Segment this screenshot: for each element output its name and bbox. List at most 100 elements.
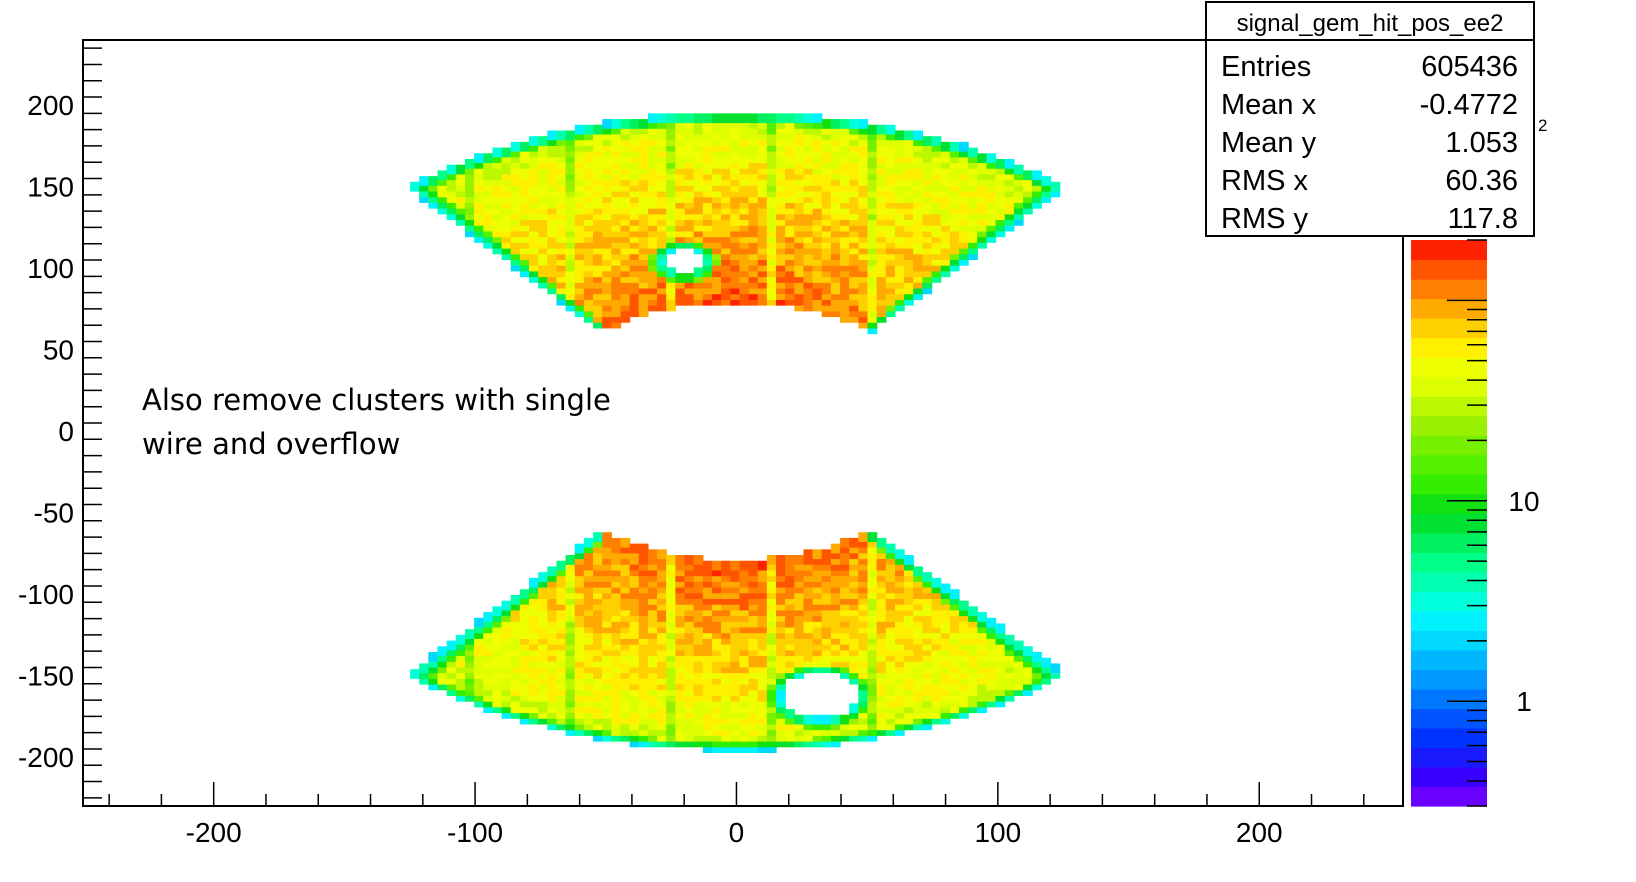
heatmap-cell [620,221,631,232]
heatmap-cell [922,141,933,152]
heatmap-cell [565,617,576,628]
heatmap-cell [657,290,667,300]
heatmap-cell [547,227,558,238]
heatmap-cell [858,709,869,719]
heatmap-cell [849,709,859,719]
heatmap-cell [611,669,622,679]
heatmap-cell [501,623,512,634]
heatmap-cell [849,244,859,255]
heatmap-cell [666,720,676,731]
heatmap-cell [922,686,933,696]
heatmap-cell [885,278,896,289]
heatmap-cell [547,583,558,594]
heatmap-cell [812,726,823,736]
heatmap-cell [428,669,439,679]
heatmap-cell [730,600,741,611]
heatmap-cell [684,181,695,192]
heatmap-cell [730,210,741,221]
heatmap-cell [538,261,548,272]
heatmap-cell [794,233,805,243]
heatmap-cell [538,680,548,691]
heatmap-cell [730,198,741,209]
heatmap-cell [602,726,612,736]
heatmap-cell [876,674,887,685]
heatmap-cell [858,617,869,628]
heatmap-cell [894,560,905,571]
heatmap-cell [593,204,603,215]
heatmap-cell [574,709,585,719]
heatmap-cell [876,204,887,215]
heatmap-cell [812,198,823,209]
heatmap-cell [629,606,640,617]
heatmap-cell [711,589,722,600]
heatmap-cell [849,600,859,611]
heatmap-cell [958,709,969,719]
heatmap-cell [913,623,924,634]
heatmap-cell [830,600,841,611]
heatmap-cell [464,181,475,192]
heatmap-cell [977,227,988,238]
heatmap-cell [812,176,823,186]
heatmap-cell [702,290,713,300]
heatmap-cell [766,691,777,702]
heatmap-cell [949,652,960,662]
heatmap-cell [858,634,869,645]
heatmap-cell [565,216,576,226]
heatmap-cell [657,714,667,725]
heatmap-cell [1023,674,1033,685]
heatmap-cell [995,210,1006,221]
heatmap-cell [821,141,832,152]
heatmap-cell [776,153,786,164]
heatmap-cell [474,663,484,674]
heatmap-cell [492,686,503,696]
heatmap-cell [510,227,521,238]
heatmap-cell [776,691,786,702]
heatmap-cell [757,136,768,146]
heatmap-cell [464,198,475,209]
heatmap-cell [940,583,951,594]
heatmap-cell [904,594,914,605]
heatmap-cell [748,606,759,617]
heatmap-cell [547,250,558,261]
heatmap-cell [611,543,622,554]
heatmap-cell [922,623,933,634]
heatmap-cell [556,572,567,582]
heatmap-cell [547,566,558,577]
heatmap-cell [629,136,640,146]
heatmap-cell [748,652,759,662]
heatmap-cell [565,612,576,622]
heatmap-cell [556,193,567,203]
heatmap-cell [721,119,731,129]
heatmap-cell [556,227,567,238]
heatmap-cell [1004,193,1015,203]
heatmap-cell [556,267,567,278]
heatmap-cell [693,680,704,691]
heatmap-cell [638,549,649,560]
heatmap-cell [721,164,731,175]
heatmap-cell [547,278,558,289]
heatmap-cell [739,164,750,175]
heatmap-cell [547,652,558,662]
heatmap-cell [748,136,759,146]
heatmap-cell [894,187,905,198]
heatmap-cell [693,594,704,605]
heatmap-cell [565,669,576,679]
heatmap-cell [501,709,512,719]
heatmap-cell [538,153,548,164]
heatmap-cell [510,686,521,696]
heatmap-cell [904,244,914,255]
heatmap-cell [748,560,759,571]
heatmap-cell [1032,198,1042,209]
heatmap-cell [711,170,722,181]
heatmap-cell [757,158,768,169]
heatmap-cell [904,170,914,181]
heatmap-cell [510,170,521,181]
heatmap-cell [876,198,887,209]
heatmap-cell [455,204,466,215]
heatmap-cell [593,663,603,674]
heatmap-cell [904,250,914,261]
heatmap-cell [840,141,850,152]
heatmap-cell [785,119,795,129]
heatmap-cell [830,726,841,736]
heatmap-cell [757,657,768,668]
